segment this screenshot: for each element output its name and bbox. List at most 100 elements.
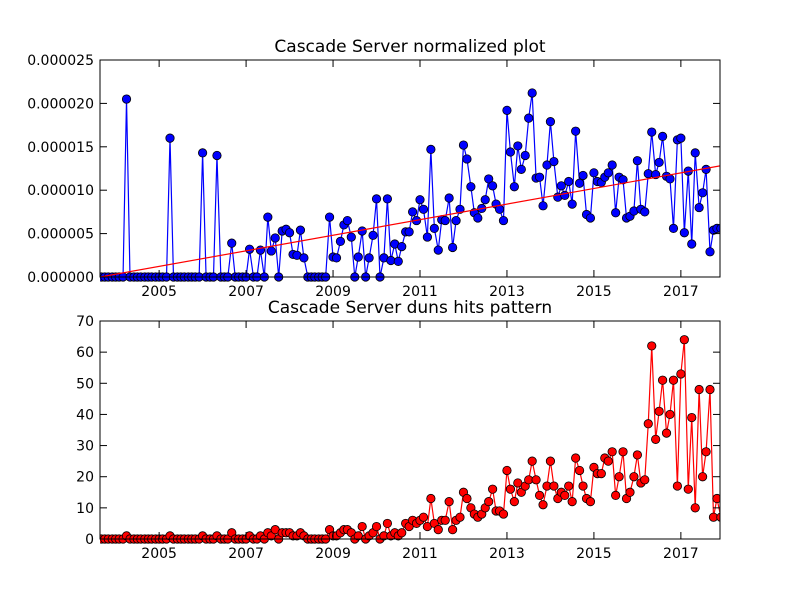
data-point	[444, 193, 454, 203]
data-point	[451, 215, 461, 226]
data-point	[705, 384, 715, 395]
data-point	[574, 178, 585, 188]
data-point	[640, 207, 650, 217]
data-point	[618, 447, 628, 457]
data-point	[694, 384, 704, 395]
data-point	[679, 335, 689, 345]
axes-frame	[99, 59, 721, 278]
chart-title: Cascade Server duns hits pattern	[268, 298, 552, 318]
y-tick-label: 0.000010	[27, 183, 94, 199]
data-point	[672, 481, 682, 491]
y-tick-label: 20	[76, 470, 94, 486]
data-point	[516, 164, 526, 174]
y-tick-label: 30	[76, 439, 94, 455]
data-point	[502, 105, 512, 115]
data-point	[284, 228, 295, 238]
data-point	[690, 148, 700, 158]
data-point	[665, 409, 675, 420]
data-point	[357, 521, 367, 532]
data-point	[498, 215, 509, 226]
data-point	[564, 481, 574, 491]
data-point	[198, 148, 208, 158]
data-point	[560, 490, 570, 500]
x-tick-label: 2009	[315, 546, 351, 562]
data-point	[545, 117, 556, 127]
data-point	[629, 472, 639, 482]
data-point	[466, 182, 476, 192]
data-point	[364, 253, 374, 263]
data-point	[426, 493, 436, 504]
data-point	[611, 208, 621, 218]
data-point	[549, 481, 559, 491]
data-point	[212, 150, 222, 161]
data-point	[716, 512, 720, 522]
data-point	[498, 509, 509, 519]
data-point	[368, 230, 378, 240]
data-point	[415, 195, 425, 205]
data-point	[509, 182, 519, 192]
data-point	[618, 175, 628, 185]
data-point	[578, 481, 588, 491]
data-point	[661, 428, 672, 438]
data-point	[429, 223, 439, 233]
data-point	[462, 154, 472, 164]
data-point	[705, 247, 715, 257]
data-point	[647, 341, 657, 351]
data-point	[266, 246, 276, 256]
data-point	[270, 233, 280, 243]
data-point	[596, 468, 606, 479]
data-point	[643, 419, 653, 429]
y-tick-label: 50	[76, 376, 94, 392]
x-tick-label: 2011	[402, 284, 438, 300]
data-point	[625, 487, 635, 497]
data-point	[585, 497, 596, 507]
data-point	[263, 212, 273, 222]
x-tick-label: 2017	[663, 546, 699, 562]
data-point	[371, 521, 382, 532]
data-point	[647, 127, 657, 137]
data-point	[694, 202, 704, 213]
data-point	[484, 174, 494, 184]
data-point	[603, 456, 613, 466]
y-tick-label: 0.000025	[27, 53, 94, 69]
data-point	[651, 434, 661, 444]
data-point	[527, 456, 537, 466]
data-point	[397, 528, 407, 538]
data-point	[538, 500, 548, 510]
data-point	[331, 253, 342, 263]
data-point	[342, 215, 352, 226]
x-tick-label: 2005	[141, 284, 177, 300]
data-point	[295, 225, 306, 235]
data-point	[571, 126, 581, 136]
data-point	[574, 465, 585, 476]
y-tick-label: 0.000020	[27, 96, 94, 112]
data-point	[676, 133, 686, 143]
data-point	[448, 525, 458, 535]
data-point	[658, 131, 668, 141]
data-point	[611, 490, 621, 500]
data-point	[418, 204, 429, 214]
x-tick-label: 2017	[663, 284, 699, 300]
data-point	[404, 227, 414, 237]
data-point	[654, 406, 664, 416]
x-tick-label: 2011	[402, 546, 438, 562]
data-point	[668, 375, 679, 385]
data-line	[100, 165, 720, 278]
data-point	[640, 475, 650, 485]
y-tick-label: 10	[76, 501, 94, 517]
data-point	[227, 238, 237, 248]
data-point	[480, 195, 490, 205]
y-tick-label: 40	[76, 407, 94, 423]
data-point	[488, 181, 498, 191]
data-point	[455, 204, 465, 214]
data-point	[698, 188, 708, 198]
data-point	[505, 484, 516, 494]
data-point	[687, 239, 697, 249]
data-point	[538, 201, 548, 211]
data-point	[531, 475, 541, 485]
x-tick-label: 2013	[489, 284, 525, 300]
x-tick-label: 2015	[576, 284, 612, 300]
y-tick-label: 60	[76, 345, 94, 361]
